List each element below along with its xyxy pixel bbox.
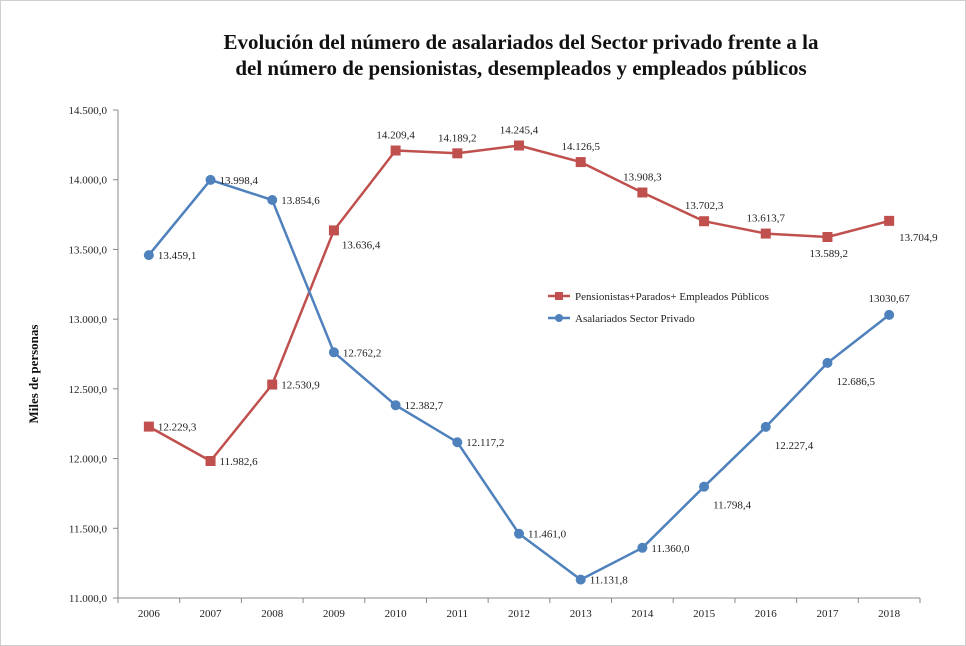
y-axis-label: Miles de personas bbox=[26, 325, 41, 424]
data-point bbox=[514, 528, 524, 539]
series-line bbox=[147, 178, 890, 581]
data-label: 12.229,3 bbox=[158, 422, 197, 434]
x-tick-label: 2009 bbox=[323, 608, 346, 620]
data-label: 14.189,2 bbox=[438, 132, 477, 144]
y-tick-label: 11.500,0 bbox=[69, 523, 108, 535]
x-tick-label: 2014 bbox=[631, 608, 654, 620]
data-point bbox=[822, 231, 833, 242]
data-point bbox=[575, 574, 586, 585]
chart-title-line-1: Evolución del número de asalariados del … bbox=[223, 30, 819, 54]
data-point bbox=[699, 216, 710, 227]
data-point bbox=[267, 194, 278, 205]
chart-title-line-2: del número de pensionistas, desempleados… bbox=[235, 56, 807, 80]
data-label: 13.636,4 bbox=[342, 239, 381, 251]
x-tick-label: 2015 bbox=[693, 608, 716, 620]
data-label: 14.209,4 bbox=[376, 130, 415, 142]
data-point bbox=[205, 455, 216, 466]
data-label: 12.227,4 bbox=[775, 440, 814, 452]
legend-label: Pensionistas+Parados+ Empleados Públicos bbox=[575, 291, 769, 303]
data-label: 13.702,3 bbox=[685, 200, 724, 212]
y-axis-ticks: 11.000,0 11.500,0 12.000,0 12.500,0 13.000,0… bbox=[69, 105, 118, 605]
data-label: 14.126,5 bbox=[561, 141, 600, 153]
data-point bbox=[760, 228, 771, 239]
data-point bbox=[514, 140, 524, 151]
data-point bbox=[452, 148, 463, 159]
data-point bbox=[699, 481, 710, 492]
data-label: 14.245,4 bbox=[500, 124, 539, 136]
x-tick-label: 2013 bbox=[570, 608, 593, 620]
data-label: 12.762,2 bbox=[343, 347, 382, 359]
y-tick-label: 13.500,0 bbox=[69, 244, 108, 256]
x-axis-ticks: 2006 2007 2008 2009 2010 2011 2012 2013 2014 2015… bbox=[117, 598, 921, 620]
data-point bbox=[143, 250, 154, 261]
data-label: 11.131,8 bbox=[590, 575, 629, 587]
y-tick-label: 14.500,0 bbox=[69, 105, 108, 117]
data-label: 11.982,6 bbox=[220, 456, 259, 468]
data-label: 11.461,0 bbox=[528, 529, 567, 541]
data-label: 13.908,3 bbox=[623, 171, 662, 183]
legend: Pensionistas+Parados+ Empleados Públicos… bbox=[548, 291, 769, 325]
data-point bbox=[328, 347, 339, 358]
data-point bbox=[143, 421, 154, 432]
data-point bbox=[328, 225, 339, 236]
data-point bbox=[267, 379, 278, 390]
data-label: 12.117,2 bbox=[466, 437, 504, 449]
data-point bbox=[884, 215, 895, 226]
legend-marker bbox=[555, 314, 563, 322]
y-tick-label: 13.000,0 bbox=[69, 314, 108, 326]
axes bbox=[117, 110, 920, 599]
data-label: 13.613,7 bbox=[747, 213, 786, 225]
data-point bbox=[822, 357, 833, 368]
y-tick-label: 14.000,0 bbox=[69, 175, 108, 187]
data-point bbox=[452, 437, 463, 448]
data-point bbox=[205, 174, 216, 185]
series-1: 12.229,3 11.982,6 12.530,9 13.636,4 14.209,4… bbox=[143, 124, 938, 468]
legend-item-1: Pensionistas+Parados+ Empleados Públicos bbox=[548, 291, 769, 303]
legend-marker bbox=[555, 292, 563, 300]
x-tick-label: 2007 bbox=[200, 608, 223, 620]
data-point bbox=[884, 309, 895, 320]
series-2: 13.459,1 13.998,4 13.854,6 12.762,2 12.382,7… bbox=[143, 174, 911, 587]
data-label: 13030,67 bbox=[869, 293, 911, 305]
data-label: 13.589,2 bbox=[809, 248, 848, 260]
x-tick-label: 2017 bbox=[816, 608, 839, 620]
x-tick-label: 2010 bbox=[385, 608, 408, 620]
x-tick-label: 2018 bbox=[878, 608, 901, 620]
data-point bbox=[575, 157, 586, 168]
data-label: 11.798,4 bbox=[713, 500, 752, 512]
data-point bbox=[390, 145, 401, 156]
series-group: 12.229,3 11.982,6 12.530,9 13.636,4 14.209,4… bbox=[143, 124, 938, 587]
chart-title: Evolución del número de asalariados del … bbox=[121, 29, 921, 81]
y-tick-label: 12.000,0 bbox=[69, 454, 108, 466]
x-tick-label: 2006 bbox=[138, 608, 161, 620]
x-tick-label: 2008 bbox=[261, 608, 284, 620]
y-tick-label: 12.500,0 bbox=[69, 384, 108, 396]
data-label: 13.704,9 bbox=[899, 232, 938, 244]
data-label: 13.998,4 bbox=[220, 175, 259, 187]
data-point bbox=[637, 187, 648, 198]
data-label: 13.854,6 bbox=[281, 195, 320, 207]
data-point bbox=[760, 421, 771, 432]
data-point bbox=[637, 542, 648, 553]
data-label: 13.459,1 bbox=[158, 250, 197, 262]
data-label: 12.382,7 bbox=[405, 400, 444, 412]
data-label: 12.530,9 bbox=[281, 380, 320, 392]
data-label: 12.686,5 bbox=[836, 376, 875, 388]
x-tick-label: 2012 bbox=[508, 608, 530, 620]
x-tick-label: 2016 bbox=[755, 608, 778, 620]
y-tick-label: 11.000,0 bbox=[69, 593, 108, 605]
legend-label: Asalariados Sector Privado bbox=[575, 313, 695, 325]
data-label: 11.360,0 bbox=[651, 543, 690, 555]
data-point bbox=[390, 400, 401, 411]
x-tick-label: 2011 bbox=[447, 608, 469, 620]
legend-item-2: Asalariados Sector Privado bbox=[548, 313, 695, 325]
